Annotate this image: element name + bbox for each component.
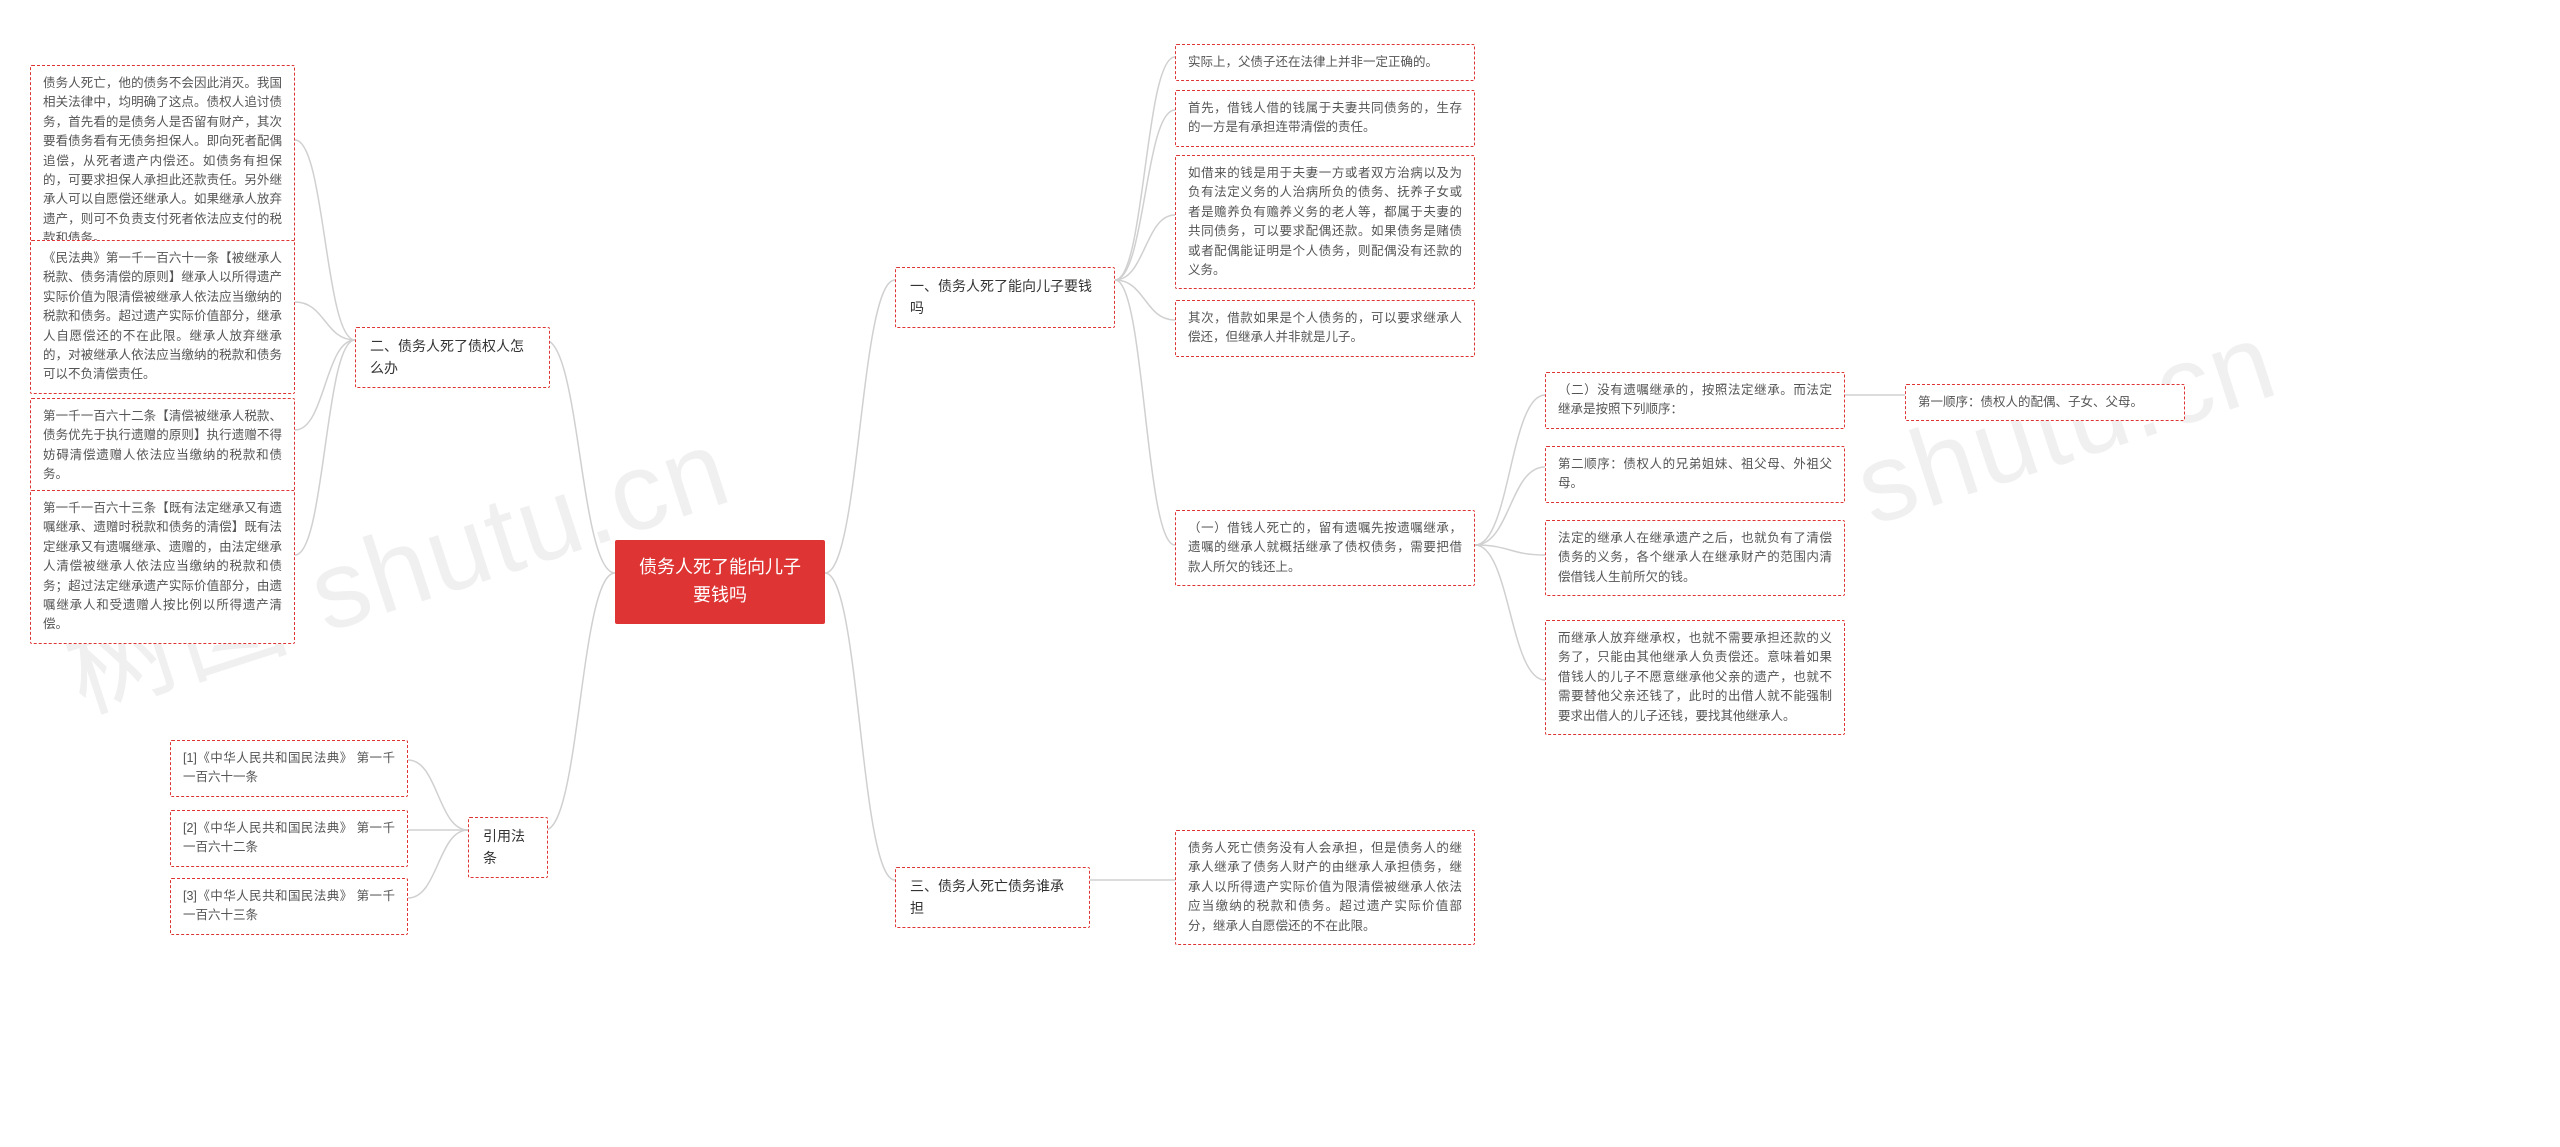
branch-2-leaf-2: 第一千一百六十二条【清偿被继承人税款、债务优先于执行遗赠的原则】执行遗赠不得妨碍… [30,398,295,494]
center-node: 债务人死了能向儿子要钱吗 [615,540,825,624]
branch-2-leaf-3: 第一千一百六十三条【既有法定继承又有遗嘱继承、遗赠时税款和债务的清偿】既有法定继… [30,490,295,644]
branch-1-leaf-2: 如借来的钱是用于夫妻一方或者双方治病以及为负有法定义务的人治病所负的债务、抚养子… [1175,155,1475,289]
branch-1-leaf-3: 其次，借款如果是个人债务的，可以要求继承人偿还，但继承人并非就是儿子。 [1175,300,1475,357]
branch-1-leaf-4-sub-3: 而继承人放弃继承权，也就不需要承担还款的义务了，只能由其他继承人负责偿还。意味着… [1545,620,1845,735]
branch-cite-leaf-2: [3]《中华人民共和国民法典》 第一千一百六十三条 [170,878,408,935]
branch-1: 一、债务人死了能向儿子要钱吗 [895,267,1115,328]
mindmap-container: 债务人死了能向儿子要钱吗 一、债务人死了能向儿子要钱吗 实际上，父债子还在法律上… [0,0,2560,1147]
branch-1-leaf-4-sub-0: （二）没有遗嘱继承的，按照法定继承。而法定继承是按照下列顺序： [1545,372,1845,429]
branch-cite-leaf-0: [1]《中华人民共和国民法典》 第一千一百六十一条 [170,740,408,797]
branch-cite: 引用法条 [468,817,548,878]
branch-1-leaf-1: 首先，借钱人借的钱属于夫妻共同债务的，生存的一方是有承担连带清偿的责任。 [1175,90,1475,147]
branch-1-leaf-0: 实际上，父债子还在法律上并非一定正确的。 [1175,44,1475,81]
branch-1-leaf-4-sub-2: 法定的继承人在继承遗产之后，也就负有了清偿债务的义务，各个继承人在继承财产的范围… [1545,520,1845,596]
branch-cite-leaf-1: [2]《中华人民共和国民法典》 第一千一百六十二条 [170,810,408,867]
branch-2-leaf-1: 《民法典》第一千一百六十一条【被继承人税款、债务清偿的原则】继承人以所得遗产实际… [30,240,295,394]
branch-2: 二、债务人死了债权人怎么办 [355,327,550,388]
branch-1-leaf-4-sub-0-sub-0: 第一顺序：债权人的配偶、子女、父母。 [1905,384,2185,421]
branch-1-leaf-4: （一）借钱人死亡的，留有遗嘱先按遗嘱继承，遗嘱的继承人就概括继承了债权债务，需要… [1175,510,1475,586]
branch-2-leaf-0: 债务人死亡，他的债务不会因此消灭。我国相关法律中，均明确了这点。债权人追讨债务，… [30,65,295,257]
branch-3-leaf-0: 债务人死亡债务没有人会承担，但是债务人的继承人继承了债务人财产的由继承人承担债务… [1175,830,1475,945]
branch-1-leaf-4-sub-1: 第二顺序：债权人的兄弟姐妹、祖父母、外祖父母。 [1545,446,1845,503]
branch-3: 三、债务人死亡债务谁承担 [895,867,1090,928]
